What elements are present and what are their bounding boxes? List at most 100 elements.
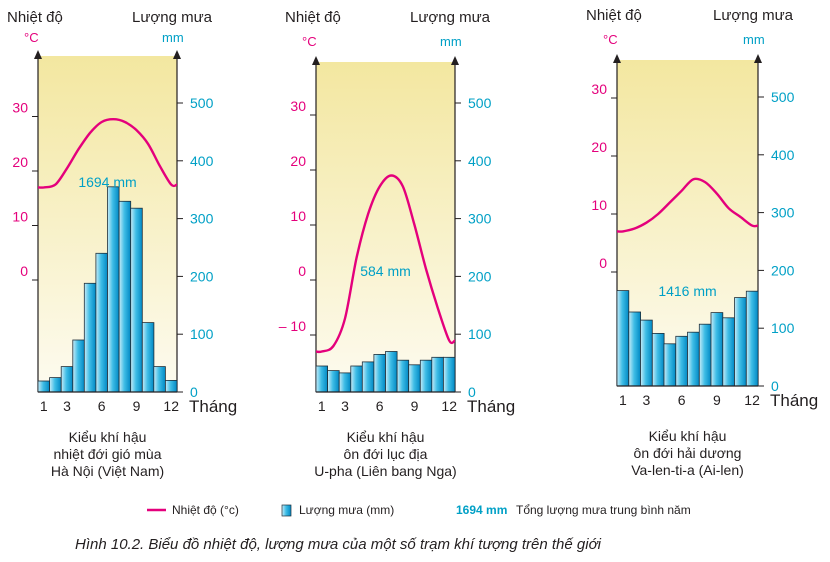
axis-arrow	[754, 54, 762, 63]
temperature-tick-label: 10	[591, 197, 607, 213]
rainfall-bar	[687, 331, 700, 387]
rainfall-bar	[130, 207, 143, 393]
temperature-tick-label: 30	[12, 100, 28, 116]
rainfall-tick-label: 300	[771, 205, 795, 221]
temperature-tick-label: 30	[591, 81, 607, 97]
rainfall-bar	[60, 366, 74, 393]
legend-total-value: 1694 mm	[456, 503, 507, 517]
legend-total-label: Tổng lượng mưa trung bình năm	[516, 503, 691, 517]
month-tick-label: 9	[713, 392, 721, 408]
rainfall-bar	[745, 290, 759, 387]
chart-hanoi: Nhiệt độ Lượng mưa°C mm3020100500400300200…	[7, 9, 237, 479]
rainfall-tick-label: 400	[468, 153, 492, 169]
climate-description-line: Kiểu khí hậu	[347, 429, 425, 445]
temperature-line	[616, 177, 759, 233]
temperature-tick-label: – 10	[279, 318, 306, 334]
climate-description-line: nhiệt đới gió mùa	[53, 446, 161, 462]
rainfall-unit: mm	[440, 34, 462, 49]
total-rainfall-label: 584 mm	[360, 263, 411, 279]
temperature-tick-label: 20	[290, 153, 306, 169]
rainfall-bar	[385, 351, 398, 393]
month-tick-label: 3	[63, 398, 71, 414]
temperature-tick-label: 10	[290, 208, 306, 224]
month-tick-label: 1	[318, 398, 326, 414]
legend-rainfall-label: Lượng mưa (mm)	[299, 503, 394, 517]
rainfall-bar	[153, 366, 166, 393]
temperature-line	[315, 174, 456, 354]
climate-description-line: ôn đới lục địa	[344, 446, 428, 462]
temperature-tick-label: 30	[290, 98, 306, 114]
climate-description-line: Va-len-ti-a (Ai-len)	[631, 462, 744, 478]
month-tick-label: 3	[341, 398, 349, 414]
month-tick-label: 1	[40, 398, 48, 414]
rainfall-bar	[722, 317, 735, 387]
month-tick-label: 3	[643, 392, 651, 408]
rainfall-tick-label: 400	[190, 153, 214, 169]
rainfall-bar	[373, 353, 386, 393]
rainfall-bar	[107, 186, 120, 393]
rainfall-bar	[734, 297, 747, 387]
climate-description-line: Kiểu khí hậu	[649, 428, 727, 444]
rainfall-tick-label: 0	[190, 384, 198, 400]
rainfall-bar	[640, 319, 653, 387]
rainfall-bar	[72, 339, 85, 393]
chart-valentia: Nhiệt độ Lượng mưa°C mm3020100500400300200…	[586, 7, 818, 478]
rainfall-tick-label: 0	[771, 378, 779, 394]
temperature-axis-title: Nhiệt độ	[285, 9, 341, 26]
month-tick-label: 9	[133, 398, 141, 414]
month-tick-label: 1	[619, 392, 627, 408]
climate-description-line: ôn đới hải dương	[634, 445, 742, 461]
rainfall-tick-label: 300	[190, 211, 214, 227]
climate-description-line: Kiểu khí hậu	[69, 429, 147, 445]
figure-caption: Hình 10.2. Biểu đồ nhiệt độ, lượng mưa c…	[75, 536, 602, 553]
rainfall-unit: mm	[162, 30, 184, 45]
rainfall-bar	[164, 379, 178, 393]
rainfall-bar	[95, 252, 108, 393]
temperature-tick-label: 10	[12, 209, 28, 225]
rainfall-bar	[327, 370, 340, 393]
rainfall-tick-label: 100	[771, 320, 795, 336]
temperature-axis-title: Nhiệt độ	[7, 9, 63, 26]
rainfall-tick-label: 300	[468, 211, 492, 227]
rainfall-bar	[698, 323, 712, 387]
rainfall-bar	[710, 312, 724, 387]
rainfall-bar	[675, 335, 688, 387]
month-tick-label: 9	[411, 398, 419, 414]
rainfall-bar	[141, 322, 155, 393]
month-tick-label: 6	[98, 398, 106, 414]
rainfall-tick-label: 500	[468, 95, 492, 111]
temperature-tick-label: 0	[20, 263, 28, 279]
axis-arrow	[34, 50, 42, 59]
rainfall-bar	[118, 200, 132, 393]
rainfall-bar	[663, 343, 677, 387]
axis-arrow	[613, 54, 621, 63]
rainfall-bar	[361, 361, 375, 393]
rainfall-bar	[37, 380, 51, 393]
temperature-unit: °C	[24, 30, 39, 45]
rainfall-bar	[49, 377, 62, 393]
rainfall-axis-title: Lượng mưa	[713, 7, 794, 24]
rainfall-bar	[651, 332, 665, 387]
rainfall-bar	[431, 356, 444, 393]
temperature-line	[37, 117, 178, 189]
temperature-tick-label: 0	[298, 263, 306, 279]
month-tick-label: 6	[678, 392, 686, 408]
rainfall-bar	[419, 359, 433, 393]
x-axis-title: Tháng	[770, 391, 818, 410]
month-tick-label: 12	[441, 398, 457, 414]
rainfall-axis-title: Lượng mưa	[132, 9, 213, 26]
x-axis-title: Tháng	[467, 397, 515, 416]
climate-description-line: U-pha (Liên bang Nga)	[314, 463, 456, 479]
temperature-tick-label: 0	[599, 255, 607, 271]
temperature-unit: °C	[302, 34, 317, 49]
climate-description-line: Hà Nội (Việt Nam)	[51, 463, 164, 479]
rainfall-tick-label: 500	[771, 89, 795, 105]
month-tick-label: 12	[163, 398, 179, 414]
rainfall-unit: mm	[743, 32, 765, 47]
rainfall-bar	[315, 365, 329, 393]
rainfall-tick-label: 0	[468, 384, 476, 400]
total-rainfall-label: 1416 mm	[658, 283, 716, 299]
axis-arrow	[312, 56, 320, 65]
legend: Nhiệt độ (°c) Lượng mưa (mm) 1694 mm Tổn…	[147, 503, 691, 517]
